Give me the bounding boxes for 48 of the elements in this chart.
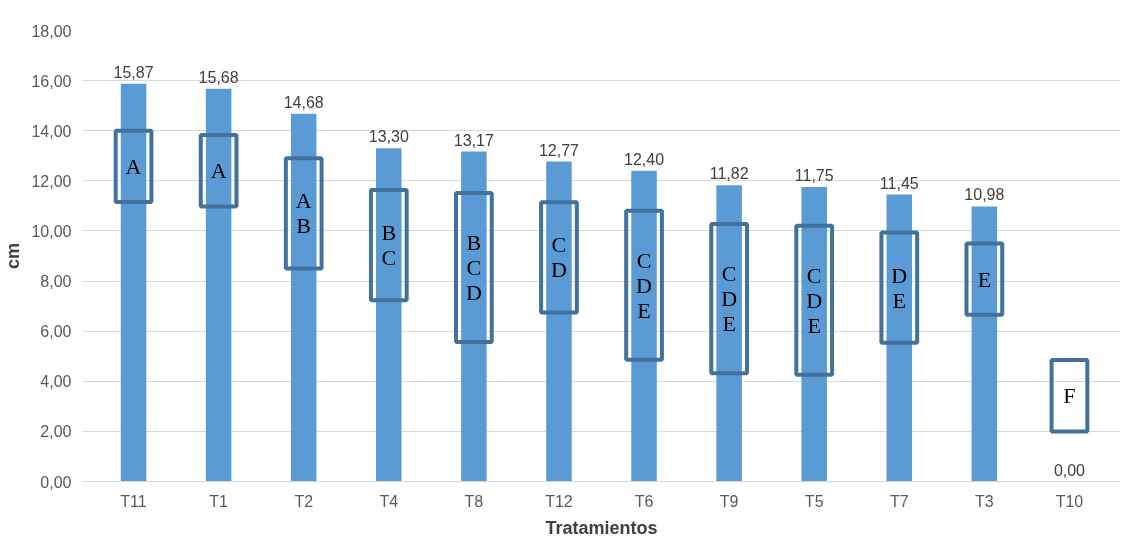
data-label: 12,40 <box>624 150 665 168</box>
data-label: 15,87 <box>113 63 154 81</box>
annotation: C D E <box>721 261 738 337</box>
annotation: E <box>977 266 992 292</box>
y-tick-label: 6,00 <box>40 323 72 341</box>
data-label: 11,45 <box>879 174 919 192</box>
y-tick-label: 8,00 <box>40 273 72 291</box>
x-tick-label: T7 <box>889 492 909 510</box>
annotation: C D E <box>636 247 652 323</box>
x-tick-label: T6 <box>634 492 654 510</box>
y-tick-label: 0,00 <box>40 473 72 491</box>
y-tick-label: 16,00 <box>31 72 72 90</box>
x-tick-label: T8 <box>464 492 484 510</box>
annotation: B C D <box>465 229 482 305</box>
x-axis-title: Tratamientos <box>545 517 658 538</box>
y-tick-label: 10,00 <box>31 222 72 240</box>
x-tick-label: T2 <box>294 492 314 510</box>
y-tick-label: 12,00 <box>31 172 72 190</box>
x-tick-label: T5 <box>804 492 824 510</box>
data-label: 11,82 <box>709 165 749 183</box>
data-label: 14,68 <box>283 93 324 111</box>
data-label: 13,30 <box>368 128 409 146</box>
y-tick-label: 14,00 <box>31 122 72 140</box>
annotation: A <box>210 158 227 184</box>
data-label: 15,68 <box>198 68 239 86</box>
data-label: 11,75 <box>794 167 834 185</box>
x-tick-label: T10 <box>1055 492 1084 510</box>
data-label: 12,77 <box>538 141 580 159</box>
x-tick-label: T12 <box>545 492 573 510</box>
y-tick-label: 18,00 <box>31 22 72 40</box>
annotation: F <box>1063 383 1076 409</box>
annotation: A <box>125 153 142 179</box>
data-label: 0,00 <box>1053 461 1086 479</box>
annotation: D E <box>891 262 908 313</box>
annotation: B C <box>381 220 397 271</box>
x-tick-label: T1 <box>209 492 229 510</box>
y-tick-label: 4,00 <box>40 373 72 391</box>
annotation: A B <box>295 188 312 239</box>
x-tick-label: T3 <box>975 492 994 510</box>
data-label: 13,17 <box>453 131 494 149</box>
x-tick-label: T11 <box>120 492 147 510</box>
annotation: C D <box>551 232 567 283</box>
x-tick-label: T4 <box>379 492 399 510</box>
y-axis-title: cm <box>3 242 24 270</box>
annotation: C D E <box>806 262 823 338</box>
data-label: 10,98 <box>964 186 1005 204</box>
y-tick-label: 2,00 <box>40 423 72 441</box>
x-tick-label: T9 <box>719 492 739 510</box>
